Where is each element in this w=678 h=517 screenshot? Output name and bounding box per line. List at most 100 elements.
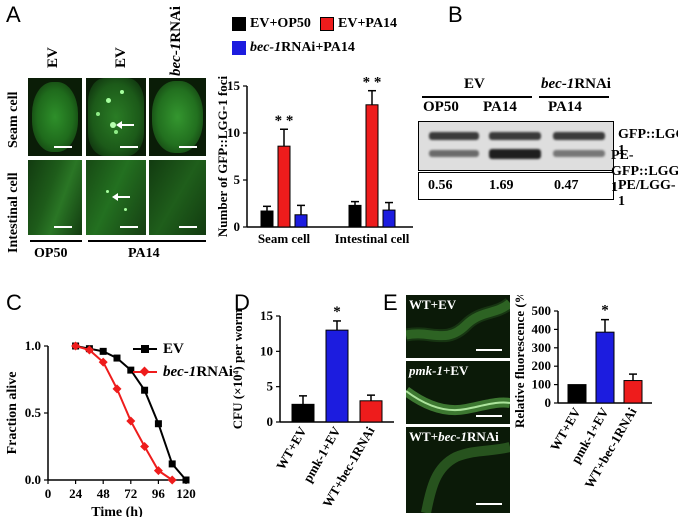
c-line-1 (75, 345, 173, 481)
a-legend-bec1-pa14: bec-1RNAi+PA14 (250, 40, 355, 55)
c-point-1-0 (71, 341, 81, 351)
d-ytick-label-1: 5 (267, 379, 274, 394)
a-bar-0-1 (277, 145, 291, 228)
b-band-pe-gfp-lgg1: PE-GFP::LGG-1 (611, 148, 678, 195)
c-point-0-6 (154, 420, 162, 428)
c-legend-ev: EV (163, 341, 184, 357)
e-ytick-label-2: 200 (532, 358, 552, 373)
a-ytick-label-3: 15 (227, 78, 241, 93)
panel-d-label: D (234, 290, 250, 315)
e-bar-2 (623, 380, 643, 404)
b-bec1-bracket (539, 96, 609, 98)
c-point-1-2 (98, 357, 108, 367)
b-ratio-pa14-ev: 1.69 (489, 178, 514, 193)
e-ytick-label-5: 500 (532, 303, 552, 318)
c-point-1-4 (126, 416, 136, 426)
a-micrograph-int-ev-pa14 (86, 160, 146, 235)
e-ytick-label-4: 400 (532, 321, 552, 336)
e-bar-1 (595, 331, 615, 404)
c-xtick-label-5: 120 (176, 486, 196, 501)
c-xtick-label-4: 96 (152, 486, 166, 501)
a-label-pa14: PA14 (128, 246, 160, 261)
a-sig-1: * * (363, 75, 382, 91)
b-group-ev: EV (464, 76, 485, 92)
b-ratio-label: PE/LGG-1 (618, 178, 676, 209)
a-legend-swatch-bec1-pa14 (232, 41, 246, 55)
b-ev-bracket (422, 96, 532, 98)
e-ylabel: Relative fluorescence (%) (512, 295, 527, 428)
a-micrograph-int-ev-op50 (28, 160, 82, 235)
c-xtick-label-1: 24 (69, 486, 83, 501)
e-ytick-label-1: 100 (532, 377, 552, 392)
a-bar-1-2 (382, 209, 396, 228)
d-bar-1 (325, 329, 349, 423)
a-col-label-3: bec-1RNAi (168, 6, 184, 76)
panel-e-label: E (383, 290, 398, 315)
c-ytick-label-0: 0.0 (25, 472, 41, 487)
a-row-label-intestinal: Intestinal cell (6, 172, 21, 254)
a-label-op50: OP50 (34, 246, 68, 261)
d-bar-2 (359, 400, 383, 423)
e-sig-1: * (601, 303, 609, 319)
b-group-bec1: bec-1RNAi (541, 76, 611, 92)
a-ytick-label-1: 5 (234, 172, 241, 187)
a-micrograph-int-bec1-pa14 (149, 160, 206, 235)
a-sig-0: * * (275, 113, 294, 129)
panel-c-label: C (6, 290, 22, 315)
a-legend-ev-op50: EV+OP50 (250, 16, 311, 31)
d-bar-0 (291, 403, 315, 423)
d-ylabel: CFU (×10⁴) per worm (230, 309, 245, 430)
a-op50-bracket (30, 240, 82, 242)
a-bar-1-0 (348, 204, 362, 228)
a-ytick-label-2: 10 (227, 125, 240, 140)
c-point-0-2 (99, 347, 107, 355)
d-ytick-label-3: 15 (260, 308, 274, 323)
a-ylabel: Number of GFP::LGG-1 foci (215, 76, 230, 238)
b-lane-op50: OP50 (423, 99, 459, 115)
b-ratio-pa14-bec1: 0.47 (554, 178, 579, 193)
a-legend-swatch-ev-pa14 (320, 17, 334, 31)
e-label-wt-ev: WT+EV (409, 297, 457, 312)
d-ytick-label-2: 10 (260, 343, 273, 358)
a-pa14-bracket (88, 240, 206, 242)
c-legend-bec1: bec-1RNAi (163, 364, 233, 380)
a-col-label-1: EV (45, 47, 61, 68)
c-point-0-8 (182, 476, 190, 484)
c-legend-ev-square (141, 345, 149, 353)
c-xlabel: Time (h) (91, 505, 143, 517)
panel-a-label: A (6, 2, 21, 27)
a-micrograph-seam-ev-op50 (28, 78, 82, 156)
e-bar-0 (567, 384, 587, 404)
d-ytick-label-0: 0 (267, 414, 274, 429)
e-micrograph-wt-ev: WT+EV (406, 295, 510, 358)
b-band-gfp-lgg1: GFP::LGG-1 (618, 127, 678, 158)
c-point-0-7 (168, 460, 176, 468)
e-ytick-label-0: 0 (545, 395, 552, 410)
e-micrograph-wt-bec1: WT+bec-1RNAi (406, 427, 510, 513)
c-ytick-label-2: 1.0 (25, 338, 41, 353)
b-ratio-op50: 0.56 (428, 178, 453, 193)
c-point-0-5 (141, 386, 149, 394)
a-row-label-seam: Seam cell (6, 91, 21, 148)
c-xtick-label-3: 72 (124, 486, 137, 501)
d-xcat-0: WT+EV (273, 423, 310, 472)
c-ylabel: Fraction alive (5, 372, 20, 455)
a-micrograph-seam-ev-pa14 (86, 78, 146, 156)
c-point-0-4 (127, 366, 135, 374)
a-bar-0-2 (294, 214, 308, 228)
c-point-1-5 (140, 442, 150, 451)
a-ytick-label-0: 0 (234, 219, 241, 234)
a-xcat-0: Seam cell (258, 231, 311, 246)
a-bar-0-0 (260, 210, 274, 228)
b-lane-pa14-ev: PA14 (483, 99, 517, 115)
c-xtick-label-0: 0 (45, 486, 52, 501)
b-western-blot (418, 121, 614, 171)
e-label-pmk1-ev: pmk-1+EV (409, 363, 469, 378)
e-micrograph-pmk1-ev: pmk-1+EV (406, 361, 510, 424)
c-point-1-3 (112, 384, 122, 394)
c-point-1-1 (84, 345, 94, 355)
e-ytick-label-3: 300 (532, 340, 552, 355)
panel-b-label: B (448, 2, 463, 27)
